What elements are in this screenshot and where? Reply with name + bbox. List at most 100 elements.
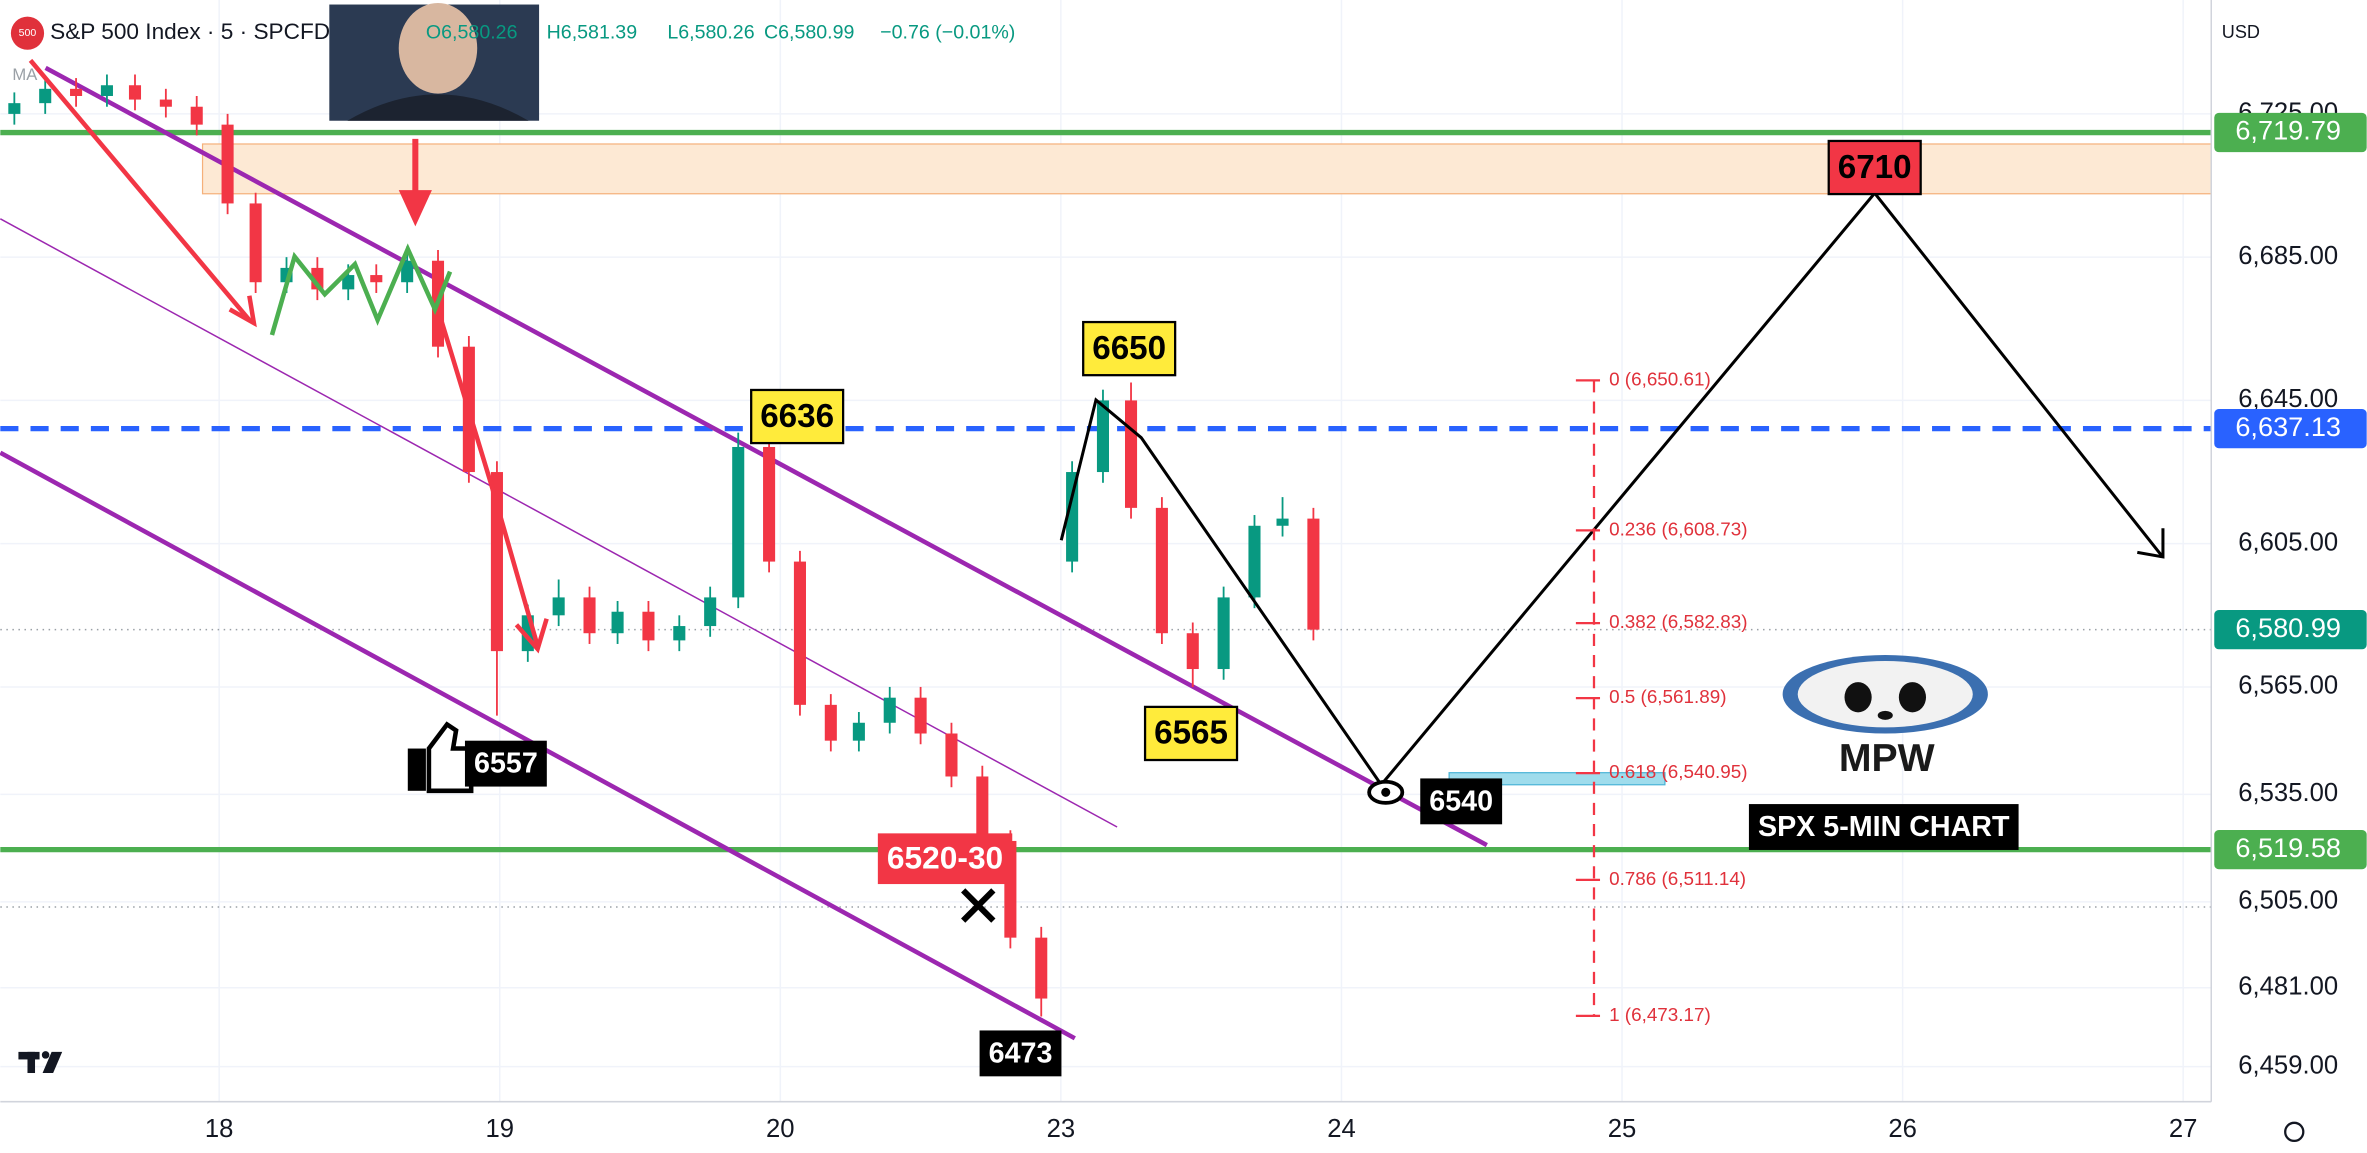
annotation-label: 6710 bbox=[1838, 149, 1912, 186]
y-tick-label: 6,535.00 bbox=[2238, 779, 2338, 807]
arrow bbox=[28, 58, 252, 322]
candle-body bbox=[793, 561, 806, 705]
fib-label: 0.382 (6,582.83) bbox=[1609, 611, 1747, 632]
price-tag bbox=[2214, 610, 2367, 650]
candle-body bbox=[342, 275, 355, 290]
x-tick-label: 18 bbox=[205, 1115, 234, 1143]
candle-body bbox=[370, 275, 383, 283]
candle-body bbox=[824, 704, 837, 741]
annotation-box bbox=[979, 1030, 1062, 1077]
candle-body bbox=[883, 697, 896, 723]
x-tick-label: 23 bbox=[1047, 1115, 1076, 1143]
annotation-label: 6520-30 bbox=[887, 840, 1003, 876]
price-tag bbox=[2214, 829, 2367, 870]
x-tick-label: 20 bbox=[766, 1115, 795, 1143]
candle-body bbox=[401, 260, 414, 283]
candle-body bbox=[552, 597, 565, 616]
icon-part bbox=[407, 748, 426, 791]
candle-body bbox=[1096, 400, 1110, 473]
candle-body bbox=[945, 733, 958, 777]
fib-label: 1 (6,473.17) bbox=[1609, 1004, 1711, 1025]
logo-eye bbox=[1844, 682, 1872, 713]
logo-nose bbox=[1877, 710, 1893, 720]
symbol-logo bbox=[10, 16, 45, 50]
y-tick-label: 6,481.00 bbox=[2238, 973, 2338, 1001]
candle-body bbox=[611, 611, 624, 634]
price-tag bbox=[2214, 408, 2367, 449]
settings-icon[interactable] bbox=[2284, 1121, 2305, 1143]
annotation-box bbox=[464, 740, 547, 787]
y-tick-label: 6,645.00 bbox=[2238, 385, 2338, 413]
annotation-label: SPX 5-MIN CHART bbox=[1758, 811, 2010, 843]
annotations: 0 (6,650.61) 0.236 (6,608.73) 0.382 (6,582… bbox=[464, 139, 2019, 1077]
x-tick-label: 27 bbox=[2169, 1115, 2198, 1143]
logo-part bbox=[42, 1051, 63, 1074]
price-tag-label: 6,580.99 bbox=[2235, 612, 2341, 643]
down-arrow-head bbox=[398, 190, 432, 227]
ohlc-value: L6,580.26 bbox=[667, 21, 754, 43]
ohlc-value: O6,580.26 bbox=[426, 21, 518, 43]
green-zigzag bbox=[269, 243, 453, 336]
candle-body bbox=[1035, 937, 1048, 999]
annotation-label: 6557 bbox=[474, 748, 538, 780]
y-tick-label: 6,685.00 bbox=[2238, 242, 2338, 270]
logo-part bbox=[27, 1051, 36, 1074]
symbol-logo-text: 500 bbox=[19, 27, 37, 39]
candle-body bbox=[976, 776, 989, 841]
fib-label: 0 (6,650.61) bbox=[1609, 368, 1711, 389]
tradingview-logo bbox=[18, 1051, 63, 1074]
annotation-box bbox=[1420, 778, 1503, 825]
photo-suit bbox=[347, 94, 529, 121]
y-tick-label: 6,605.00 bbox=[2238, 528, 2338, 556]
candle-body bbox=[128, 85, 142, 100]
channel-mid bbox=[0, 218, 1118, 828]
annotation-box bbox=[1143, 705, 1239, 762]
ohlc-value: C6,580.99 bbox=[764, 21, 855, 43]
price-tag-label: 6,519.58 bbox=[2235, 832, 2341, 863]
photo-face bbox=[398, 3, 478, 94]
candle-body bbox=[39, 88, 52, 104]
candle-body bbox=[8, 103, 21, 114]
y-tick-label: 6,505.00 bbox=[2238, 887, 2338, 915]
annotation-label: 6650 bbox=[1092, 330, 1166, 367]
eye-pupil bbox=[1381, 787, 1391, 797]
arrow-head bbox=[514, 618, 549, 654]
candle-body bbox=[249, 203, 262, 283]
annotation-label: 6473 bbox=[989, 1037, 1053, 1069]
candle-body bbox=[1217, 597, 1230, 670]
thumbs-up-icon bbox=[407, 721, 474, 794]
arrow-head bbox=[228, 295, 257, 328]
candle-body bbox=[221, 124, 234, 204]
fib-label: 0.786 (6,511.14) bbox=[1609, 868, 1746, 889]
price-tag-label: 6,719.79 bbox=[2235, 115, 2341, 146]
candle-body bbox=[642, 611, 655, 641]
projection-path bbox=[1059, 190, 2163, 788]
logo-part bbox=[41, 1051, 50, 1059]
annotation-label: 6565 bbox=[1154, 715, 1228, 752]
fib-label: 0.618 (6,540.95) bbox=[1609, 761, 1747, 782]
x-tick-label: 26 bbox=[1888, 1115, 1917, 1143]
candle-body bbox=[159, 99, 172, 107]
candle-body bbox=[100, 85, 113, 96]
candle-body bbox=[1248, 525, 1261, 598]
x-mark bbox=[961, 888, 996, 923]
candle-body bbox=[1307, 518, 1320, 630]
arrow bbox=[435, 308, 540, 647]
ohlc-value: −0.76 (−0.01%) bbox=[880, 21, 1015, 43]
annotation-label: 6540 bbox=[1429, 785, 1493, 817]
candle-body bbox=[673, 626, 686, 641]
candles bbox=[8, 74, 1320, 1017]
candle-body bbox=[70, 88, 83, 96]
candle-body bbox=[914, 697, 927, 734]
y-tick-label: 6,565.00 bbox=[2238, 672, 2338, 700]
fib-label: 0.5 (6,561.89) bbox=[1609, 686, 1726, 707]
annotation-box bbox=[877, 833, 1013, 885]
annotation-label: 6636 bbox=[760, 398, 834, 435]
candle-body bbox=[704, 597, 717, 627]
annotation-box bbox=[750, 388, 845, 445]
candle-body bbox=[732, 446, 745, 598]
candle-body bbox=[1186, 633, 1199, 670]
currency: USD bbox=[2222, 22, 2260, 42]
